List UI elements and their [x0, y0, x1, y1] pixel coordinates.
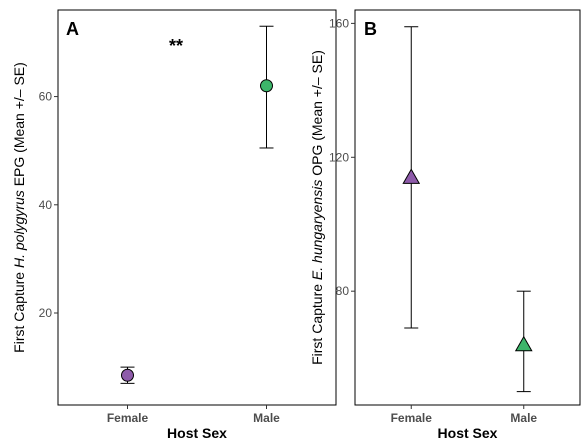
significance-annotation: ** [169, 36, 183, 56]
x-tick-label: Male [510, 411, 537, 425]
panel-border [57, 9, 337, 406]
y-axis-label-part: OPG (Mean +/– SE) [309, 50, 325, 180]
y-axis-label-part: First Capture [11, 268, 27, 353]
y-axis-label-part: H. polygyrus [11, 190, 27, 268]
x-tick-label: Female [107, 411, 149, 425]
point-male [514, 335, 533, 352]
point-male [260, 79, 273, 93]
point-female [121, 368, 134, 382]
x-axis-label: Host Sex [438, 425, 498, 441]
y-tick-label: 40 [39, 198, 53, 212]
y-axis-label-part: E. hungaryensis [309, 180, 325, 280]
x-tick-label: Female [391, 411, 433, 425]
y-tick-label: 80 [336, 284, 350, 298]
y-tick-label: 160 [329, 16, 349, 30]
y-axis-label-part: EPG (Mean +/– SE) [11, 62, 27, 190]
panel-tag: A [66, 19, 79, 39]
x-tick-label: Male [253, 411, 280, 425]
y-tick-label: 120 [329, 150, 349, 164]
y-axis-label-part: First Capture [309, 280, 325, 365]
y-axis-label: First Capture H. polygyrus EPG (Mean +/–… [11, 62, 27, 353]
panel-border [354, 9, 581, 406]
y-tick-label: 20 [39, 306, 53, 320]
panel-a: 20 40 60 Female Male Host Sex First Capture H.… [11, 9, 337, 441]
x-axis-label: Host Sex [167, 425, 227, 441]
point-female [402, 168, 421, 184]
y-tick-label: 60 [39, 90, 53, 104]
y-axis-label: First Capture E. hungaryensis OPG (Mean … [309, 50, 325, 365]
panel-tag: B [364, 19, 377, 39]
panel-b: 80 120 160 Female Male Host Sex First Capture … [309, 9, 581, 441]
